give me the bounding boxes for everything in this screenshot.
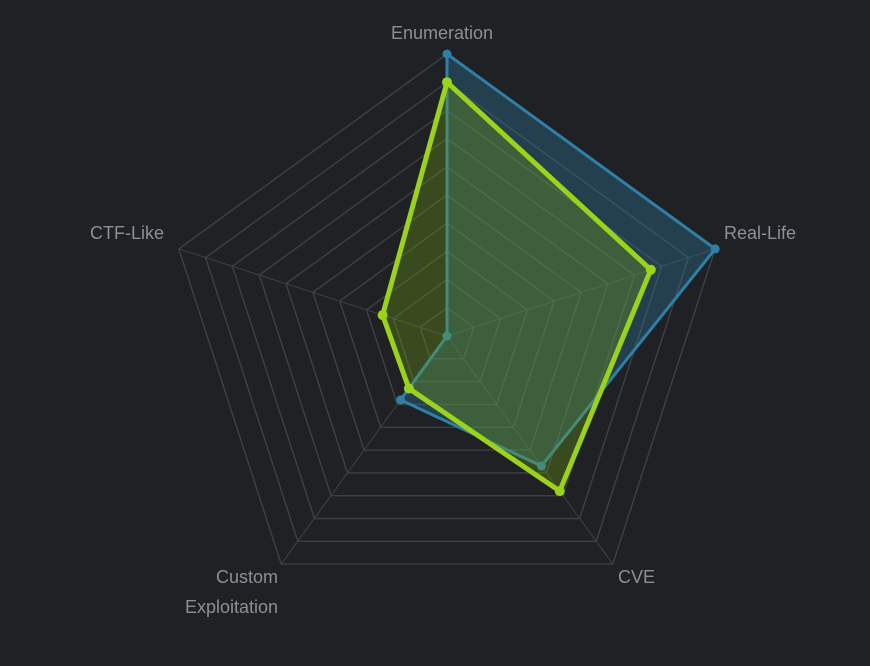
series-0-point-4 — [442, 331, 452, 341]
grid-ring-6 — [285, 165, 609, 474]
axis-label-real-life-line: Real-Life — [724, 223, 797, 243]
grid-ring-5 — [312, 194, 582, 451]
axis-label-cve-line: CVE — [618, 567, 656, 587]
axis-spoke-1 — [446, 248, 716, 337]
grid-ring-7 — [258, 137, 636, 497]
grid-ring-1 — [419, 306, 475, 360]
series-1-point-4 — [377, 310, 388, 321]
axis-spoke-2 — [446, 335, 614, 565]
axis-label-enumeration-line: Enumeration — [391, 23, 494, 43]
series-1-point-1 — [645, 264, 656, 275]
series-1-point-0 — [442, 77, 452, 88]
grid-ring-8 — [231, 109, 663, 520]
radar-series — [377, 49, 720, 497]
axis-label-custom-exploitation: Custom Exploitation — [185, 562, 278, 622]
grid-ring-9 — [204, 81, 690, 542]
series-1 — [377, 77, 656, 497]
axis-label-exploitation-line: Exploitation — [184, 597, 278, 617]
axis-label-ctf-like-line: CTF-Like — [90, 223, 165, 243]
grid-ring-2 — [392, 278, 502, 383]
axis-spoke-4 — [178, 248, 448, 337]
series-0-point-3 — [396, 395, 406, 405]
axis-label-ctf-like: CTF-Like — [90, 218, 164, 248]
series-0-point-1 — [710, 244, 720, 254]
series-0-point-2 — [537, 461, 546, 471]
axis-label-cve: CVE — [618, 562, 655, 592]
grid-ring-3 — [365, 250, 529, 406]
series-1-point-2 — [554, 486, 565, 497]
grid-ring-4 — [338, 222, 556, 428]
radar-grid — [177, 53, 717, 565]
series-1-point-3 — [403, 383, 414, 394]
axis-label-enumeration: Enumeration — [391, 18, 493, 48]
axis-label-custom-line: Custom — [215, 567, 278, 587]
series-0-point-0 — [442, 49, 452, 59]
axis-label-real-life: Real-Life — [724, 218, 796, 248]
series-1-area — [380, 79, 654, 494]
